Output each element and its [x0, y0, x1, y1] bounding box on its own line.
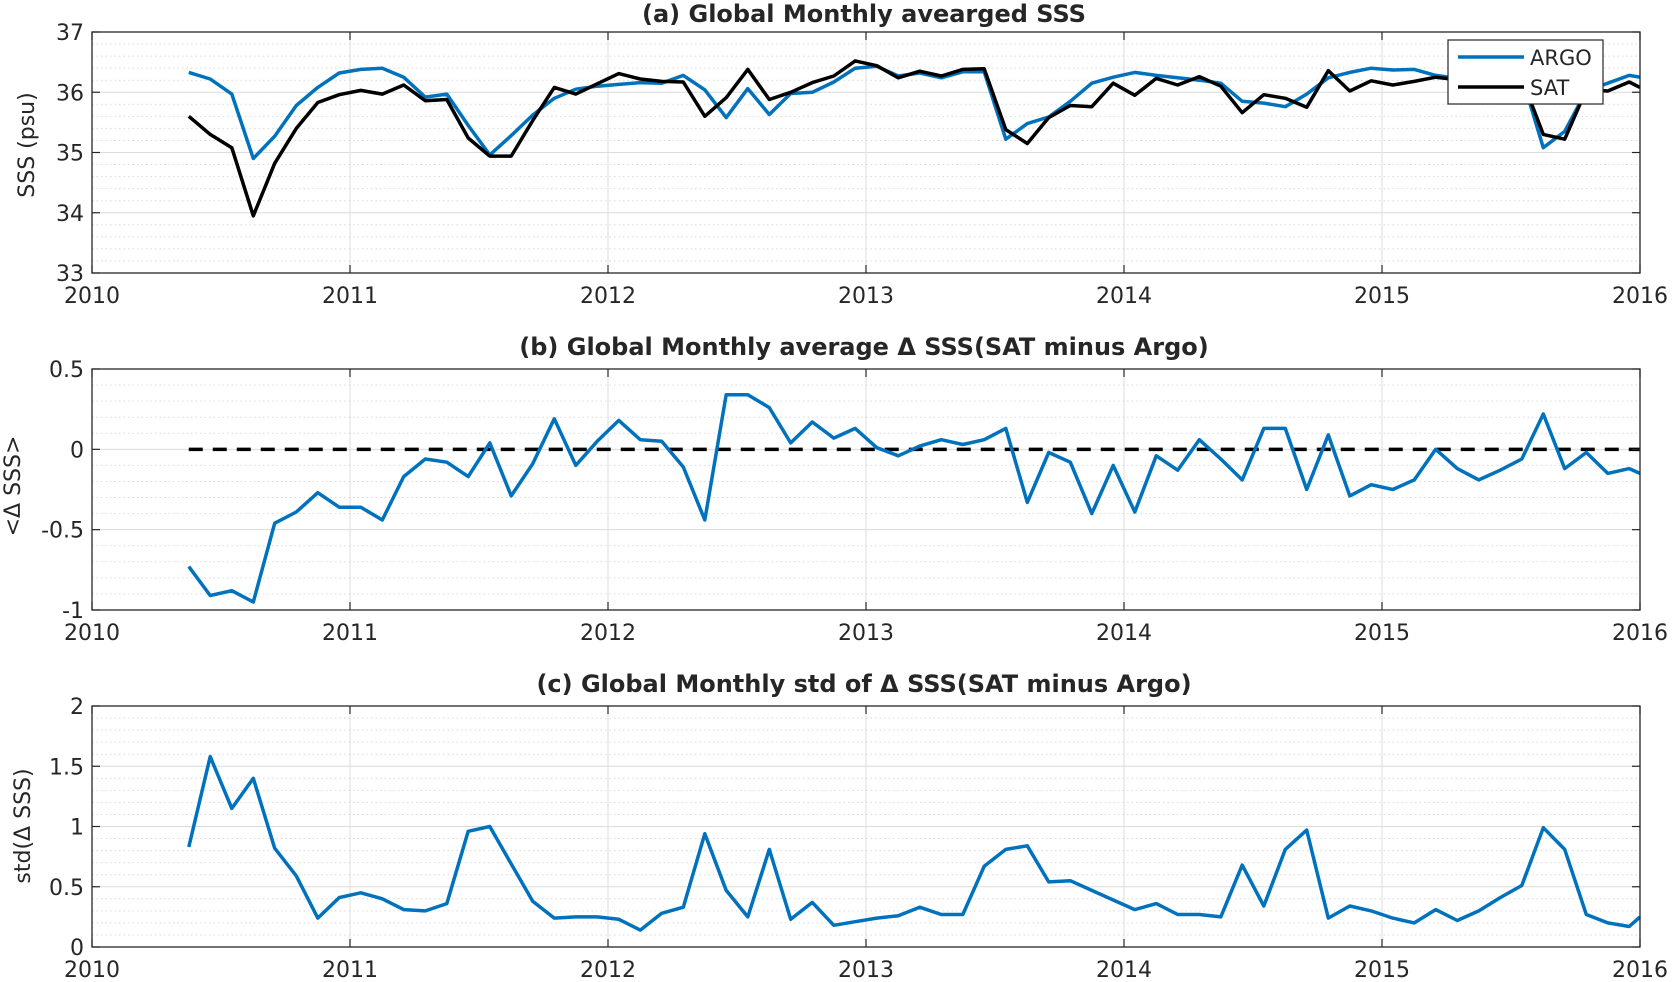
x-tick-label: 2014	[1096, 958, 1152, 982]
y-tick-label: 0.5	[49, 876, 84, 901]
x-tick-label: 2013	[838, 621, 894, 646]
y-tick-label: 33	[56, 262, 84, 287]
panel-c-title: (c) Global Monthly std of Δ SSS(SAT minu…	[536, 670, 1191, 698]
panel-b-title: (b) Global Monthly average Δ SSS(SAT min…	[519, 333, 1208, 361]
x-tick-label: 2012	[580, 621, 636, 646]
x-tick-label: 2010	[64, 284, 120, 309]
x-tick-label: 2016	[1612, 284, 1668, 309]
legend-label-sat: SAT	[1530, 76, 1569, 100]
x-tick-label: 2011	[322, 958, 378, 982]
panel-a: (a) Global Monthly avearged SSS SSS (psu…	[15, 0, 1668, 309]
panel-c-ylabel: std(Δ SSS)	[11, 768, 36, 883]
y-tick-label: -0.5	[41, 519, 84, 544]
x-tick-label: 2015	[1354, 284, 1410, 309]
panel-b-ylabel: <Δ SSS>	[1, 436, 26, 537]
legend-box	[1447, 39, 1604, 105]
y-tick-label: 35	[56, 142, 84, 167]
x-tick-label: 2014	[1096, 621, 1152, 646]
panel-b: (b) Global Monthly average Δ SSS(SAT min…	[1, 333, 1668, 646]
x-tick-label: 2014	[1096, 284, 1152, 309]
panel-a-title: (a) Global Monthly avearged SSS	[642, 0, 1086, 28]
x-tick-label: 2015	[1354, 958, 1410, 982]
x-tick-label: 2012	[580, 958, 636, 982]
panel-c-series-line	[187, 754, 1642, 932]
x-tick-label: 2010	[64, 958, 120, 982]
x-tick-label: 2016	[1612, 958, 1668, 982]
legend: ARGO SAT	[1447, 39, 1604, 105]
x-tick-label: 2010	[64, 621, 120, 646]
panel-a-ylabel: SSS (psu)	[15, 92, 40, 197]
x-tick-label: 2013	[838, 958, 894, 982]
y-tick-label: 1	[70, 816, 84, 841]
x-tick-label: 2011	[322, 621, 378, 646]
panel-b-series-line	[187, 392, 1641, 604]
y-tick-label: 36	[56, 81, 84, 106]
y-tick-label: 37	[56, 21, 84, 46]
legend-label-argo: ARGO	[1530, 46, 1592, 70]
y-tick-label: 1.5	[49, 755, 84, 780]
y-tick-label: 0.5	[49, 358, 84, 383]
y-tick-label: 0	[70, 936, 84, 961]
x-tick-label: 2011	[322, 284, 378, 309]
panel-c: (c) Global Monthly std of Δ SSS(SAT minu…	[11, 670, 1668, 982]
x-tick-label: 2012	[580, 284, 636, 309]
y-tick-label: 0	[70, 438, 84, 463]
y-tick-label: 2	[70, 695, 84, 720]
x-tick-label: 2013	[838, 284, 894, 309]
x-tick-label: 2015	[1354, 621, 1410, 646]
panel-a-series-sat	[187, 59, 1641, 218]
x-tick-label: 2016	[1612, 621, 1668, 646]
y-tick-label: 34	[56, 202, 84, 227]
y-tick-label: -1	[62, 599, 84, 624]
